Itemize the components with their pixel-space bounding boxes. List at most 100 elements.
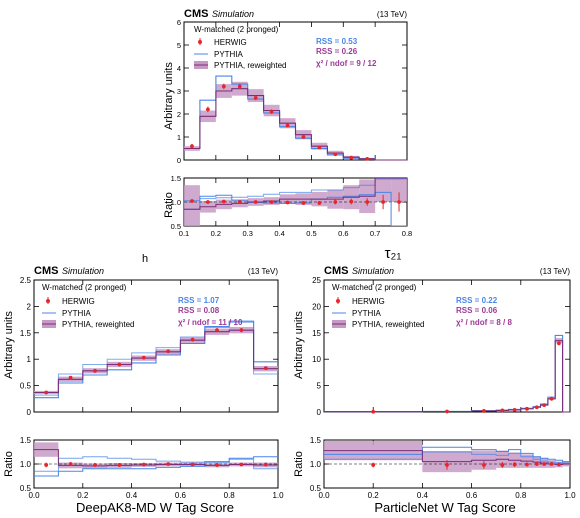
particlenet-ratio-xtick-label: 0.8 — [515, 491, 527, 500]
panel-tau21: 0 1 2 3 4 5 6 0.1 0.2 0.3 0.4 0.5 0.6 0.7 0.8 0.5 1.0 1.… — [163, 8, 412, 262]
tau21-ratio-ylabel: Ratio — [163, 192, 175, 218]
tau21-main-ytick-label: 4 — [177, 64, 181, 73]
tau21-legend-pythia-label: PYTHIA — [214, 50, 244, 59]
particlenet-ratio-xtick-label: 0.2 — [368, 491, 380, 500]
tau21-legend: HERWIG PYTHIA PYTHIA, reweighted — [194, 38, 286, 70]
tau21-ratio-herwig-point — [253, 200, 258, 204]
tau21-legend-herwig-label: HERWIG — [214, 38, 247, 47]
particlenet-rss-reweighted: RSS = 0.06 — [456, 306, 498, 315]
particlenet-ratio-herwig-point — [542, 462, 547, 466]
deepak8-main-ytick-label: 0.5 — [20, 382, 32, 391]
deepak8-ratio-herwig-point — [166, 462, 171, 466]
tau21-ratio-xtick-label: 0.3 — [242, 229, 252, 238]
tau21-main-ytick-label: 0 — [177, 156, 181, 165]
tau21-herwig-point — [269, 109, 274, 114]
deepak8-ratio-ylabel: Ratio — [3, 451, 15, 477]
particlenet-ratio-content — [324, 440, 570, 473]
tau21-ratio-herwig-point — [205, 200, 210, 204]
particlenet-xlabel: ParticleNet W Tag Score — [374, 500, 515, 515]
tau21-ratio-xtick-label: 0.2 — [211, 229, 221, 238]
particlenet-reweighted-line — [324, 340, 570, 413]
deepak8-reweighted-line — [34, 329, 278, 394]
deepak8-main-ytick-label: 1 — [27, 355, 32, 364]
tau21-herwig-point — [190, 144, 194, 149]
tau21-ratio-xtick-label: 0.7 — [370, 229, 380, 238]
tau21-legend-title: W-matched (2 pronged) — [194, 25, 279, 34]
deepak8-rss-reweighted: RSS = 0.08 — [178, 306, 220, 315]
deepak8-ratio-pythia-alt-line — [34, 456, 278, 472]
particlenet-ratio-reweighted-line — [324, 450, 570, 465]
tau21-chi2: χ² / ndof = 9 / 12 — [316, 59, 377, 68]
particlenet-chi2: χ² / ndof = 8 / 8 — [456, 318, 512, 327]
deepak8-main-frame — [33, 279, 279, 413]
tau21-ratio-reweighted-line — [184, 178, 407, 210]
particlenet-legend-title: W-matched (2 pronged) — [332, 283, 417, 292]
deepak8-legend-pythia-label: PYTHIA — [62, 309, 92, 318]
particlenet-herwig-point — [557, 341, 561, 346]
deepak8-ratio-xtick-label: 1.0 — [272, 491, 284, 500]
tau21-energy-label: (13 TeV) — [377, 10, 407, 19]
deepak8-ratio-xtick-label: 0.6 — [175, 491, 187, 500]
particlenet-ylabel: Arbitrary units — [293, 311, 305, 379]
tau21-ratio-xtick-label: 0.5 — [306, 229, 316, 238]
tau21-ratio-xtick-label: 0.8 — [402, 229, 412, 238]
panel-letter: h — [142, 253, 148, 265]
tau21-ratio-pythia-line — [184, 191, 407, 226]
deepak8-ratio-herwig-point — [44, 463, 49, 467]
deepak8-legend-herwig-marker — [46, 299, 50, 303]
particlenet-cms-label: CMS — [324, 265, 348, 277]
particlenet-simulation-label: Simulation — [352, 266, 394, 276]
particlenet-ratio-herwig-point — [445, 463, 449, 467]
particlenet-energy-label: (13 TeV) — [540, 267, 570, 276]
tau21-ratio-band — [184, 185, 200, 226]
deepak8-chi2: χ² / ndof = 11 / 10 — [178, 318, 243, 327]
particlenet-main-plot: 0 5 10 15 20 25 — [312, 276, 571, 417]
particlenet-main-ytick-label: 5 — [317, 382, 322, 391]
deepak8-main-ytick-label: 2.5 — [20, 276, 32, 285]
deepak8-ratio-herwig-point — [190, 462, 195, 467]
tau21-ratio-xtick-label: 0.1 — [179, 229, 189, 238]
deepak8-ratio-xtick-label: 0.8 — [224, 491, 236, 500]
tau21-ratio-herwig-point — [349, 199, 354, 204]
deepak8-ratio-herwig-point — [263, 462, 268, 467]
tau21-herwig-point — [365, 156, 370, 161]
particlenet-ratio-herwig-point — [371, 463, 376, 467]
deepak8-simulation-label: Simulation — [62, 266, 104, 276]
tau21-main-ytick-label: 2 — [177, 110, 181, 119]
tau21-ratio-herwig-point — [381, 200, 386, 204]
particlenet-main-ytick-label: 20 — [312, 302, 321, 311]
deepak8-herwig-point — [263, 366, 268, 371]
tau21-ratio-herwig-point — [237, 200, 242, 204]
particlenet-legend-reweighted-label: PYTHIA, reweighted — [352, 320, 424, 329]
particlenet-ratio-herwig-point — [512, 462, 517, 467]
deepak8-legend-herwig-label: HERWIG — [62, 297, 95, 306]
deepak8-legend-title: W-matched (2 pronged) — [42, 283, 127, 292]
tau21-ratio-herwig-point — [317, 201, 322, 205]
particlenet-pythia-line — [324, 334, 570, 413]
particlenet-herwig-point — [512, 407, 517, 412]
tau21-ratio-herwig-point — [301, 201, 306, 205]
particlenet-main-ytick-label: 10 — [312, 355, 321, 364]
particlenet-ratio-herwig-point — [549, 462, 554, 466]
deepak8-herwig-point — [44, 390, 49, 395]
particlenet-herwig-point — [445, 409, 449, 414]
deepak8-ratio-pythia-line — [34, 456, 278, 477]
particlenet-legend-herwig-marker — [336, 299, 340, 303]
tau21-ratio-band — [391, 178, 407, 202]
tau21-herwig-point — [333, 152, 338, 157]
deepak8-ratio-reweighted-line — [34, 449, 278, 467]
particlenet-herwig-point — [534, 405, 539, 410]
tau21-herwig-point — [301, 135, 306, 139]
deepak8-herwig-point — [166, 349, 171, 354]
particlenet-legend-herwig-label: HERWIG — [352, 297, 385, 306]
tau21-main-plot: 0 1 2 3 4 5 6 — [177, 18, 408, 165]
tau21-ratio-herwig-point — [285, 200, 290, 205]
tau21-ratio-band — [375, 178, 392, 202]
particlenet-herwig-point — [549, 396, 554, 401]
deepak8-ratio-ytick-label: 1.0 — [20, 460, 32, 469]
tau21-rss-reweighted: RSS = 0.26 — [316, 47, 358, 56]
particlenet-ratio-ytick-label: 0.5 — [310, 484, 322, 493]
deepak8-herwig-point — [239, 328, 244, 333]
particlenet-ratio-herwig-point — [557, 462, 561, 467]
